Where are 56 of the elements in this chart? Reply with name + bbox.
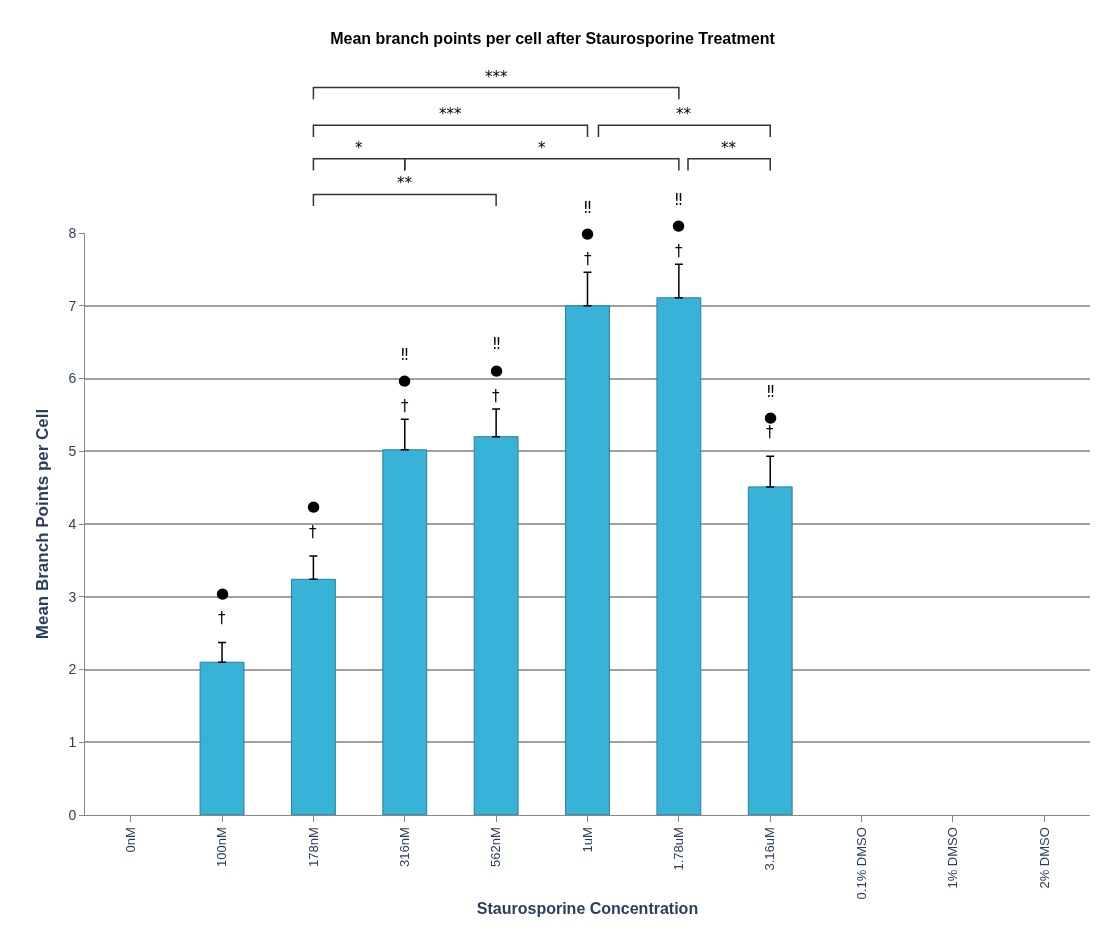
annotation: ● <box>216 584 230 602</box>
annotation: † <box>401 397 409 415</box>
y-tick-label: 3 <box>68 588 77 605</box>
text: ** <box>397 174 413 192</box>
bar <box>290 578 336 815</box>
x-tick-label: 2% DMSO <box>1036 827 1052 889</box>
bar <box>382 449 428 815</box>
annotation: ● <box>307 497 321 515</box>
x-tick-label: 1uM <box>579 827 595 853</box>
x-axis-title: Staurosporine Concentration <box>476 900 699 918</box>
annotation: ‼ <box>401 346 409 364</box>
y-tick-label: 4 <box>68 515 77 532</box>
annotation: † <box>675 242 683 260</box>
text: ‼ <box>584 199 592 217</box>
annotation: † <box>309 523 317 541</box>
text: *** <box>439 105 462 123</box>
annotation: ● <box>398 371 412 389</box>
y-tick-label: 8 <box>68 224 77 241</box>
x-tick-label: 1% DMSO <box>945 827 961 889</box>
text: * <box>355 139 363 157</box>
x-tick-label: 3.16uM <box>762 827 778 871</box>
chart-title: Mean branch points per cell after Staurosporine Treatment <box>330 30 776 48</box>
annotation: † <box>492 387 500 405</box>
annotation: † <box>584 250 592 268</box>
bar <box>199 661 245 815</box>
y-tick-label: 1 <box>68 734 77 751</box>
bar <box>656 297 702 815</box>
y-tick-label: 6 <box>68 370 77 387</box>
x-tick-label: 0.1% DMSO <box>853 827 869 900</box>
text: * <box>538 139 546 157</box>
annotation: ● <box>490 361 504 379</box>
text: *** <box>485 68 508 86</box>
annotation: † <box>218 609 226 627</box>
text: ** <box>676 105 692 123</box>
y-tick-label: 2 <box>68 661 77 678</box>
annotation: ● <box>581 224 595 242</box>
text: ** <box>721 139 737 157</box>
annotation: † <box>766 423 774 441</box>
annotation: ‼ <box>493 335 501 353</box>
x-tick-label: 1.78uM <box>671 827 687 871</box>
x-tick-label: 562nM <box>488 827 504 867</box>
text: ‼ <box>675 191 683 209</box>
annotation: ● <box>672 216 686 234</box>
x-tick-label: 0nM <box>122 827 138 853</box>
y-tick-label: 0 <box>68 806 77 823</box>
x-tick-label: 100nM <box>214 827 230 867</box>
x-tick-label: 178nM <box>305 827 321 867</box>
bar <box>747 486 793 815</box>
bar <box>473 436 519 815</box>
y-axis-title: Mean Branch Points per Cell <box>32 408 52 640</box>
y-tick-label: 5 <box>68 443 77 460</box>
annotation: ● <box>764 408 778 426</box>
y-tick-label: 7 <box>68 297 77 314</box>
x-tick-label: 316nM <box>396 827 412 867</box>
bar <box>565 305 610 815</box>
annotation: ‼ <box>767 383 775 401</box>
